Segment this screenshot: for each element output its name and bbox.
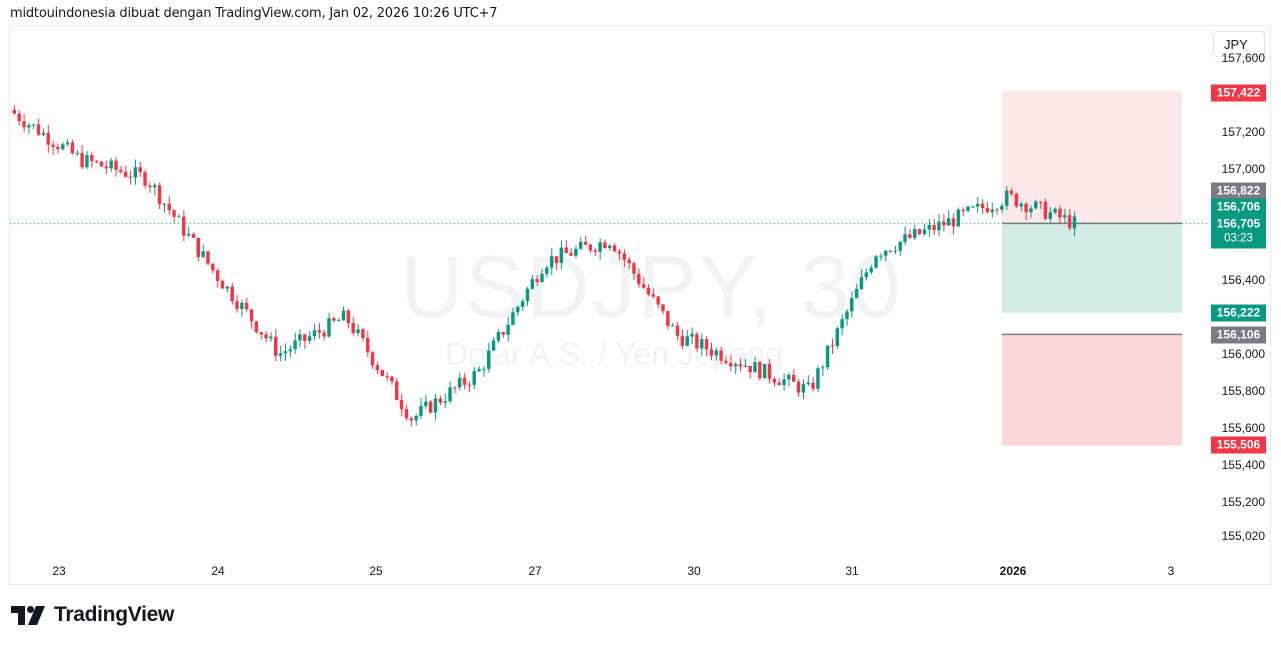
time-axis[interactable]: 23 24 25 27 30 31 2026 3 <box>10 558 1207 584</box>
chart-plot-area[interactable]: USDJPY, 30 Dolar A.S. / Yen Jepang <box>10 26 1207 556</box>
stop-zone <box>1002 334 1182 446</box>
time-tick: 25 <box>369 564 383 578</box>
sl-price-label: 156,106 <box>1211 326 1266 344</box>
target-price-label: 157,422 <box>1211 84 1266 102</box>
time-tick: 2026 <box>999 564 1027 578</box>
price-tick: 155,200 <box>1221 495 1265 509</box>
time-tick: 31 <box>845 564 859 578</box>
time-tick: 23 <box>52 564 66 578</box>
time-tick: 24 <box>211 564 225 578</box>
entry-high-label: 156,822 <box>1211 182 1266 200</box>
tradingview-logo[interactable]: TradingView <box>11 603 174 627</box>
currency-selector[interactable]: JPY <box>1213 31 1265 57</box>
price-tick: 157,000 <box>1221 162 1265 176</box>
candlestick-series <box>10 90 1207 446</box>
description-watermark: Dolar A.S. / Yen Jepang <box>445 336 784 372</box>
entry-price-label: 156,706 <box>1211 198 1266 216</box>
price-tick: 155,400 <box>1221 458 1265 472</box>
price-tick: 155,600 <box>1221 421 1265 435</box>
time-tick: 30 <box>687 564 701 578</box>
last-price-label: 156,705 03:23 <box>1211 215 1266 249</box>
price-tick: 156,000 <box>1221 347 1265 361</box>
profit-zone <box>1002 223 1182 313</box>
symbol-watermark: USDJPY, 30 <box>400 237 903 336</box>
time-tick: 27 <box>528 564 542 578</box>
price-tick: 157,600 <box>1221 51 1265 65</box>
time-tick: 3 <box>1167 564 1175 578</box>
tradingview-logo-icon <box>11 605 45 625</box>
chart-attribution-header: midtouindonesia dibuat dengan TradingVie… <box>10 6 498 21</box>
risk-zone <box>1002 90 1182 224</box>
price-tick: 155,800 <box>1221 384 1265 398</box>
price-axis[interactable]: 157,600 157,200 157,000 156,400 156,000 155,8… <box>1207 26 1271 556</box>
stop-price-label: 155,506 <box>1211 436 1266 454</box>
tp-label: 156,222 <box>1211 304 1266 322</box>
tradingview-logo-text: TradingView <box>54 603 175 626</box>
price-tick: 156,400 <box>1221 273 1265 287</box>
price-tick: 155,020 <box>1221 529 1265 543</box>
price-tick: 157,200 <box>1221 125 1265 139</box>
